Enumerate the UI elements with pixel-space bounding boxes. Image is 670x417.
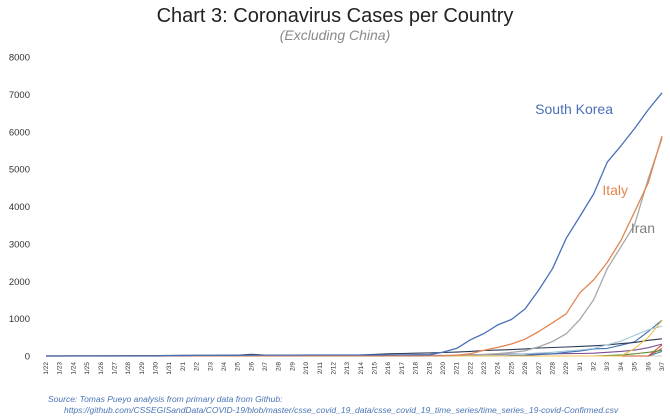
chart-title: Chart 3: Coronavirus Cases per Country [156, 5, 514, 27]
x-tick-label: 2/14 [358, 362, 365, 375]
x-tick-label: 3/3 [604, 362, 611, 371]
x-tick-label: 2/16 [385, 362, 392, 375]
x-tick-label: 2/25 [508, 362, 515, 375]
x-axis: 1/22 1/23 1/24 1/25 1/26 1/27 1/28 1/29 1/30 1/31… [43, 355, 666, 375]
y-tick-label: 1000 [9, 314, 30, 325]
x-tick-label: 2/28 [549, 362, 556, 375]
x-tick-label: 2/21 [454, 362, 461, 375]
x-tick-label: 2/27 [536, 362, 543, 375]
series-label: South Korea [535, 101, 613, 117]
x-tick-label: 3/4 [618, 362, 625, 371]
x-tick-label: 2/7 [262, 362, 269, 371]
y-tick-label: 8000 [9, 53, 30, 64]
x-tick-label: 2/23 [481, 362, 488, 375]
x-tick-label: 2/5 [235, 362, 242, 371]
x-tick-label: 2/29 [563, 362, 570, 375]
y-axis: 0 1000 2000 3000 4000 5000 6000 7000 8000 [9, 53, 30, 363]
x-tick-label: 1/26 [98, 362, 105, 375]
series-line [46, 135, 663, 357]
series-line [46, 138, 663, 357]
x-tick-label: 2/10 [303, 362, 310, 375]
x-tick-label: 1/22 [43, 362, 50, 375]
x-tick-label: 1/25 [84, 362, 91, 375]
y-tick-label: 2000 [9, 277, 30, 288]
series-label: Italy [602, 182, 628, 198]
x-tick-label: 2/17 [399, 362, 406, 375]
x-tick-label: 2/22 [467, 362, 474, 375]
x-tick-label: 1/24 [70, 362, 77, 375]
x-tick-label: 2/13 [344, 362, 351, 375]
y-tick-label: 3000 [9, 239, 30, 250]
chart-subtitle: (Excluding China) [279, 27, 391, 43]
x-tick-label: 2/26 [522, 362, 529, 375]
x-tick-label: 2/18 [413, 362, 420, 375]
x-tick-label: 2/8 [276, 362, 283, 371]
x-tick-label: 2/3 [207, 362, 214, 371]
x-tick-label: 2/4 [221, 362, 228, 371]
x-tick-label: 1/27 [111, 362, 118, 375]
x-tick-label: 1/31 [166, 362, 173, 375]
series-label: Iran [631, 220, 655, 236]
x-tick-label: 2/6 [248, 362, 255, 371]
y-tick-label: 7000 [9, 90, 30, 101]
source-note: Source: Tomas Pueyo analysis from primar… [48, 394, 283, 404]
x-tick-label: 2/2 [194, 362, 201, 371]
x-tick-label: 2/20 [440, 362, 447, 375]
series-labels: South Korea Italy Iran [535, 101, 655, 236]
x-tick-label: 2/11 [317, 362, 324, 375]
x-tick-label: 3/2 [591, 362, 598, 371]
series-lines [45, 92, 663, 357]
x-tick-label: 3/7 [659, 362, 666, 371]
x-tick-label: 1/30 [153, 362, 160, 375]
y-tick-label: 5000 [9, 165, 30, 176]
x-tick-label: 1/28 [125, 362, 132, 375]
x-tick-label: 2/9 [289, 362, 296, 371]
series-line [46, 92, 663, 357]
x-tick-label: 1/29 [139, 362, 146, 375]
y-tick-label: 4000 [9, 202, 30, 213]
x-tick-label: 3/6 [645, 362, 652, 371]
y-tick-label: 6000 [9, 127, 30, 138]
y-tick-label: 0 [25, 352, 30, 363]
x-tick-label: 1/23 [57, 362, 64, 375]
x-tick-label: 2/19 [426, 362, 433, 375]
source-url: https://github.com/CSSEGISandData/COVID-… [64, 405, 619, 415]
x-tick-label: 2/1 [180, 362, 187, 371]
x-tick-label: 2/15 [372, 362, 379, 375]
x-tick-label: 3/1 [577, 362, 584, 371]
x-tick-label: 2/12 [330, 362, 337, 375]
series-line [45, 343, 663, 357]
x-tick-label: 2/24 [495, 362, 502, 375]
x-tick-label: 3/5 [632, 362, 639, 371]
